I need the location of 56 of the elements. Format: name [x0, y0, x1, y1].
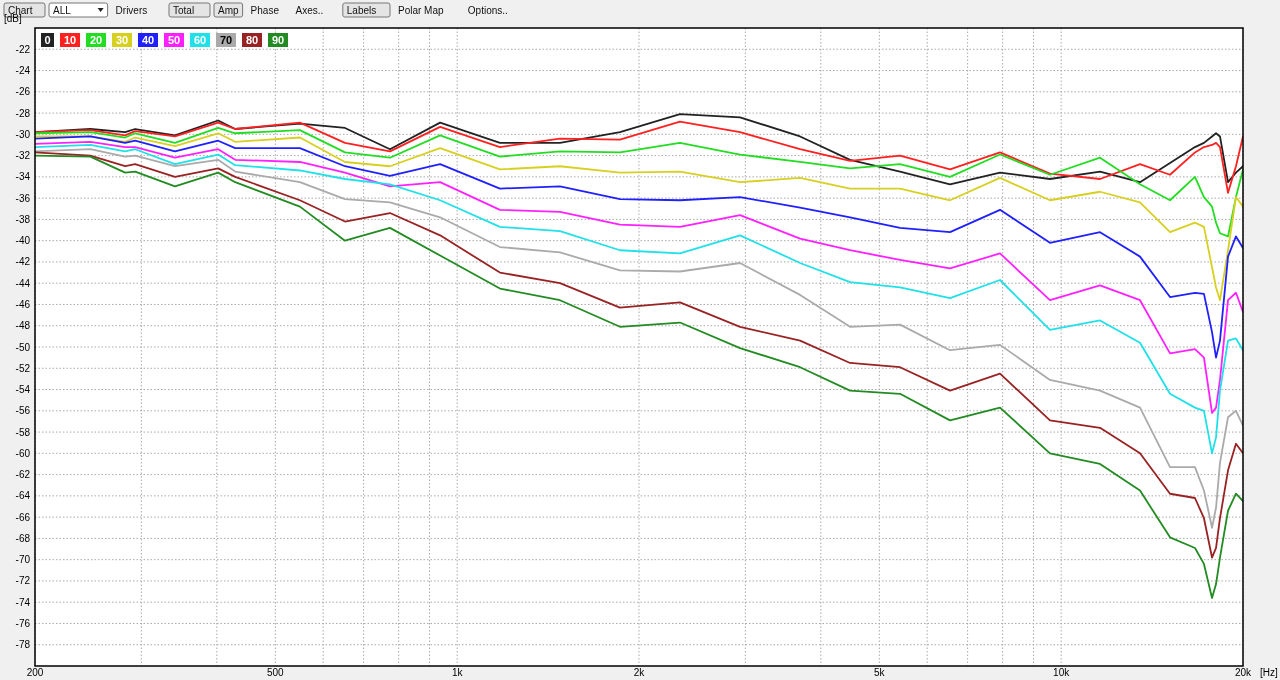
y-tick-label: -62	[15, 469, 31, 481]
y-tick-label: -70	[15, 554, 31, 566]
x-tick-label: 10k	[1053, 667, 1071, 678]
text: 0	[44, 34, 51, 46]
y-tick-label: -68	[15, 532, 31, 544]
text: Options..	[467, 5, 508, 16]
y-tick-label: -72	[15, 575, 31, 587]
text: 70	[219, 34, 233, 46]
text: 90	[271, 34, 285, 46]
text: Amp	[218, 5, 239, 16]
x-tick-label: 500	[267, 667, 285, 678]
text: Phase	[250, 5, 280, 16]
y-tick-label: -38	[15, 213, 31, 225]
text: 40	[141, 34, 155, 46]
text: Axes..	[295, 5, 324, 16]
y-tick-label: -26	[15, 86, 31, 98]
text: 10	[63, 34, 77, 46]
x-tick-label: 2k	[633, 667, 646, 678]
y-tick-label: -32	[15, 150, 31, 162]
text: Drivers	[115, 5, 148, 16]
text: 60	[193, 34, 207, 46]
x-axis-title: [Hz]	[1260, 667, 1278, 678]
y-tick-label: -44	[15, 277, 31, 289]
y-tick-label: -40	[15, 235, 31, 247]
y-tick-label: -58	[15, 426, 31, 438]
y-tick-label: -56	[15, 405, 31, 417]
y-tick-label: -50	[15, 341, 31, 353]
text: Total	[173, 5, 195, 16]
y-tick-label: -34	[15, 171, 31, 183]
text: ALL	[53, 5, 72, 16]
text: Polar Map	[398, 5, 445, 16]
y-tick-label: -74	[15, 596, 31, 608]
y-tick-label: -30	[15, 128, 31, 140]
y-tick-label: -36	[15, 192, 31, 204]
y-tick-label: -64	[15, 490, 31, 502]
text: 20	[89, 34, 103, 46]
y-tick-label: -78	[15, 639, 31, 651]
text: Labels	[346, 5, 377, 16]
y-tick-label: -76	[15, 617, 31, 629]
y-tick-label: -24	[15, 65, 31, 77]
text: 50	[167, 34, 181, 46]
y-tick-label: -46	[15, 298, 31, 310]
y-tick-label: -52	[15, 362, 31, 374]
y-tick-label: -54	[15, 384, 31, 396]
x-tick-label: 1k	[451, 667, 464, 678]
y-tick-label: -60	[15, 447, 31, 459]
y-tick-label: -66	[15, 511, 31, 523]
x-tick-label: 200	[26, 667, 44, 678]
y-tick-label: -42	[15, 256, 31, 268]
text: 30	[115, 34, 129, 46]
x-tick-label: 5k	[874, 667, 886, 678]
y-tick-label: -28	[15, 107, 31, 119]
y-tick-label: -48	[15, 320, 31, 332]
x-tick-label: 20k	[1234, 667, 1253, 678]
text: 80	[245, 34, 259, 46]
y-tick-label: -22	[15, 43, 31, 55]
